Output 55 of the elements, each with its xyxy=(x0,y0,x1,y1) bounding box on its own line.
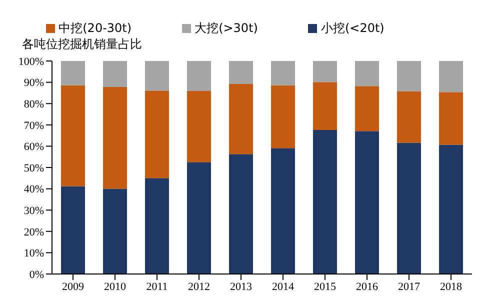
legend-label: 中挖(20-30t) xyxy=(58,21,132,35)
bar xyxy=(313,82,337,130)
x-tick-label: 2013 xyxy=(230,280,252,293)
bar xyxy=(439,61,463,92)
x-tick-label: 2015 xyxy=(314,280,336,293)
bar xyxy=(271,61,295,86)
y-tick-label: 20% xyxy=(24,226,44,238)
y-tick-label: 100% xyxy=(18,56,44,68)
bar xyxy=(397,91,421,143)
bar xyxy=(145,90,169,178)
x-tick-label: 2017 xyxy=(398,280,420,293)
x-tick-label: 2009 xyxy=(62,280,84,293)
bar xyxy=(61,85,85,186)
y-tick-label: 70% xyxy=(24,120,44,132)
bar xyxy=(397,61,421,92)
bar xyxy=(355,86,379,132)
bar xyxy=(145,61,169,91)
x-tick-label: 2016 xyxy=(356,280,378,293)
y-tick-label: 0% xyxy=(29,268,44,281)
legend-label: 小挖(<20t) xyxy=(320,21,384,35)
bar xyxy=(313,61,337,82)
bar xyxy=(145,178,169,274)
bar xyxy=(103,86,127,189)
bar xyxy=(187,91,211,162)
y-tick-label: 30% xyxy=(24,205,44,218)
y-axis-title: 各吨位挖掘机销量占比 xyxy=(22,36,142,53)
bar xyxy=(187,61,211,92)
bar xyxy=(229,154,253,274)
bar xyxy=(271,85,295,148)
bar xyxy=(229,84,253,154)
bar xyxy=(103,188,127,274)
x-tick-label: 2012 xyxy=(188,280,210,293)
bar xyxy=(61,61,85,86)
y-tick-label: 50% xyxy=(24,162,44,174)
bar xyxy=(439,144,463,274)
legend-label: 大挖(>30t) xyxy=(194,21,258,35)
x-tick-label: 2014 xyxy=(272,280,294,293)
bar xyxy=(439,92,463,145)
x-tick-label: 2018 xyxy=(440,280,462,293)
y-tick-label: 60% xyxy=(24,141,44,154)
bar xyxy=(355,61,379,86)
y-tick-label: 10% xyxy=(24,248,44,260)
bar xyxy=(271,148,295,274)
y-tick-label: 80% xyxy=(24,98,44,111)
x-tick-label: 2010 xyxy=(104,280,126,293)
bar xyxy=(313,130,337,274)
bar xyxy=(355,131,379,274)
bar xyxy=(103,61,127,87)
bar xyxy=(187,162,211,274)
y-tick-label: 90% xyxy=(24,77,44,90)
bar xyxy=(397,142,421,274)
bar xyxy=(61,186,85,274)
x-tick-label: 2011 xyxy=(146,280,168,293)
y-tick-label: 40% xyxy=(24,184,44,196)
bar xyxy=(229,61,253,84)
